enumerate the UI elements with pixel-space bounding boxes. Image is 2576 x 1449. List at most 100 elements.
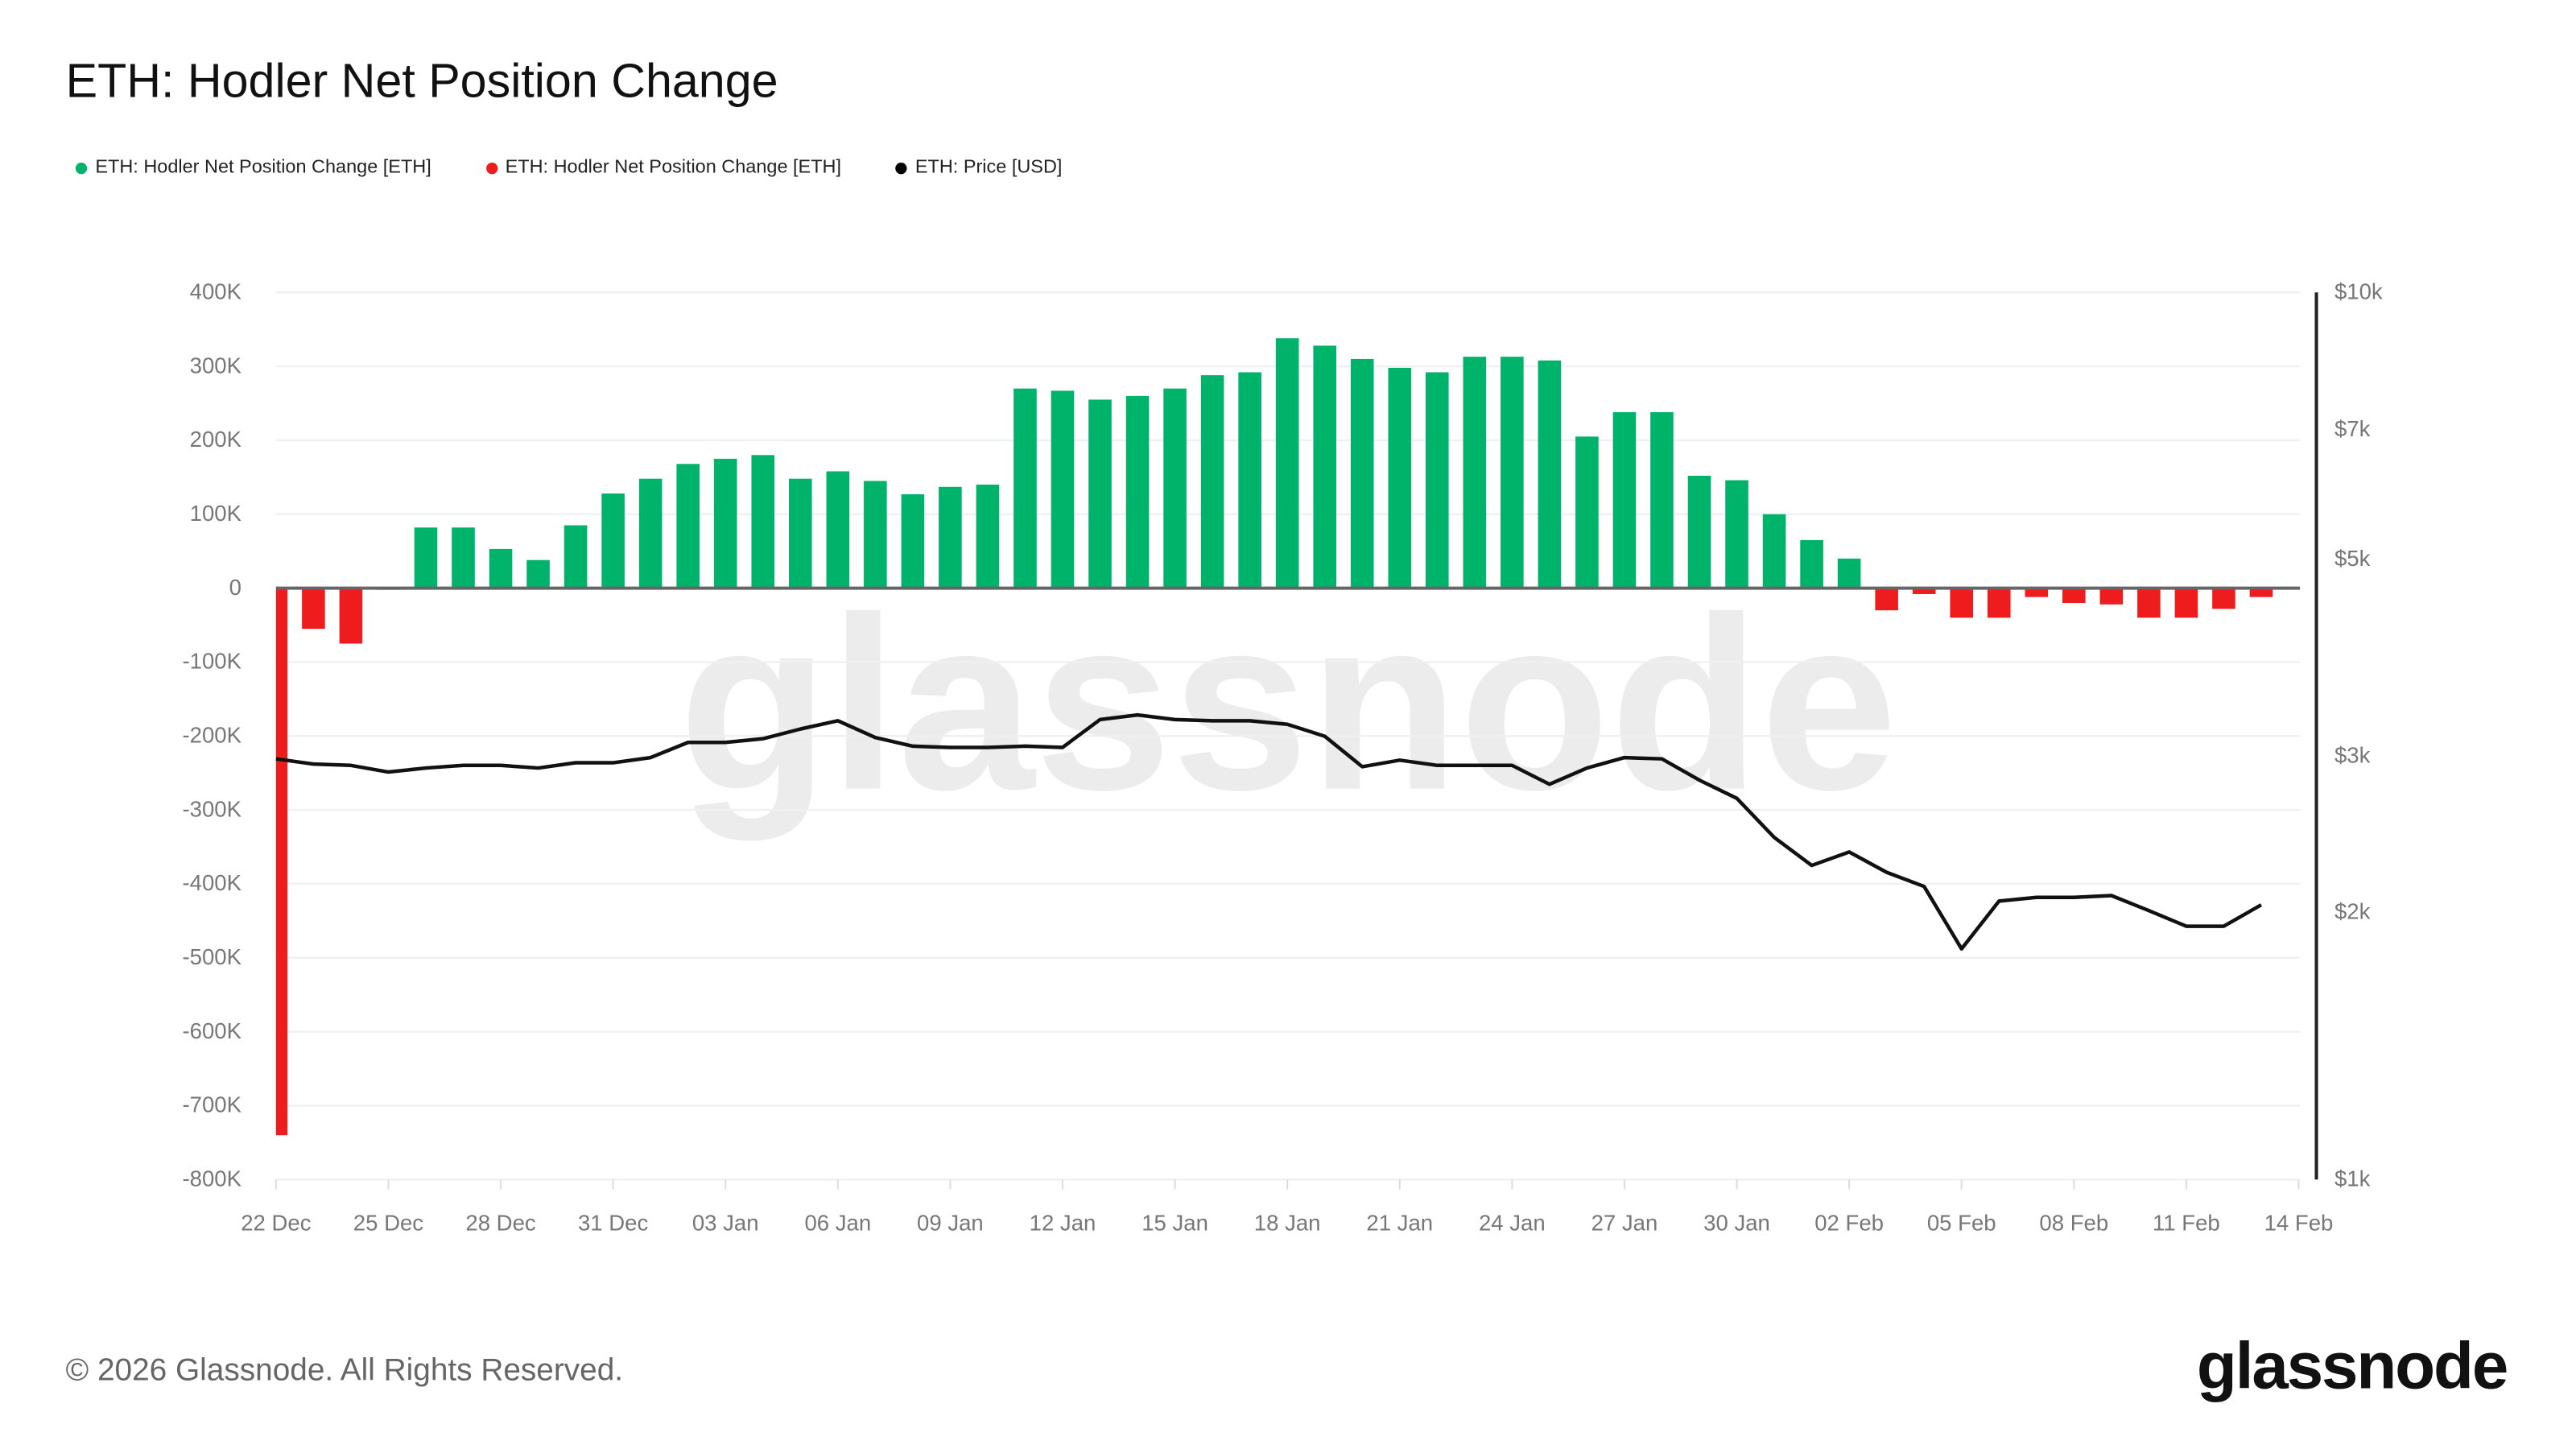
bar	[564, 525, 588, 588]
bar	[275, 588, 288, 1136]
y-left-tick-label: -100K	[182, 649, 242, 674]
bar	[1650, 412, 1674, 588]
bar	[1538, 360, 1562, 588]
bar	[1837, 558, 1861, 588]
bar	[1013, 388, 1037, 588]
bar	[1388, 367, 1412, 588]
bar	[713, 458, 737, 588]
bar	[1875, 588, 1898, 611]
copyright: © 2026 Glassnode. All Rights Reserved.	[65, 1353, 624, 1389]
bar	[1575, 436, 1599, 588]
bar	[2137, 588, 2161, 618]
x-tick-label: 02 Feb	[1814, 1211, 1884, 1236]
bar	[1912, 588, 1936, 594]
bar	[1275, 338, 1299, 588]
x-tick-label: 08 Feb	[2039, 1211, 2108, 1236]
y-right-tick-label: $2k	[2334, 899, 2371, 924]
x-tick-label: 15 Jan	[1141, 1211, 1208, 1236]
bar	[414, 527, 438, 588]
bar	[601, 493, 625, 588]
green-dot-icon	[75, 162, 88, 174]
bar	[2212, 588, 2235, 609]
watermark: glassnode	[679, 566, 1897, 843]
bar	[1800, 539, 1823, 588]
bar	[2025, 588, 2049, 597]
y-left-tick-label: -800K	[182, 1166, 242, 1191]
bar	[1725, 480, 1748, 588]
bar	[751, 455, 775, 588]
y-left-tick-label: 300K	[190, 353, 242, 378]
y-right-tick-label: $1k	[2334, 1166, 2371, 1191]
bar	[2174, 588, 2198, 618]
x-tick-label: 31 Dec	[578, 1211, 649, 1236]
x-tick-label: 25 Dec	[353, 1211, 424, 1236]
bar	[939, 486, 962, 588]
y-left-tick-label: -600K	[182, 1018, 242, 1043]
x-tick-label: 03 Jan	[692, 1211, 759, 1236]
y-left-tick-label: -500K	[182, 944, 242, 969]
y-right-tick-label: $3k	[2334, 743, 2371, 768]
x-tick-label: 21 Jan	[1366, 1211, 1433, 1236]
bar	[2249, 588, 2273, 597]
x-tick-label: 30 Jan	[1703, 1211, 1770, 1236]
y-left-tick-label: -300K	[182, 796, 242, 821]
bar	[526, 559, 550, 588]
legend-label: ETH: Hodler Net Position Change [ETH]	[505, 157, 842, 178]
y-left-tick-label: 100K	[190, 501, 242, 526]
bar	[1088, 399, 1112, 588]
glassnode-logo: glassnode	[2196, 1331, 2508, 1403]
bar	[1426, 372, 1449, 588]
bar	[1313, 345, 1336, 588]
bar	[489, 548, 513, 588]
price-line	[275, 712, 2263, 951]
bar	[638, 478, 663, 588]
legend-item-price[interactable]: ETH: Price [USD]	[895, 158, 1062, 177]
x-tick-label: 11 Feb	[2153, 1211, 2220, 1236]
y-left-tick-label: -700K	[182, 1092, 242, 1117]
bar	[1200, 375, 1224, 588]
x-tick-label: 12 Jan	[1030, 1211, 1096, 1236]
y-right-tick-label: $10k	[2334, 279, 2383, 303]
legend-label: ETH: Price [USD]	[914, 157, 1063, 178]
x-tick-label: 24 Jan	[1479, 1211, 1546, 1236]
y-left-tick-label: -200K	[182, 722, 242, 747]
bar	[1051, 390, 1075, 588]
bar	[826, 471, 850, 588]
x-tick-label: 09 Jan	[917, 1211, 984, 1236]
bar	[1501, 357, 1524, 588]
y-left-tick-label: 200K	[190, 427, 242, 452]
legend-item-inflow[interactable]: ETH: Hodler Net Position Change [ETH]	[75, 158, 431, 177]
bar	[788, 478, 812, 588]
bar	[1238, 372, 1261, 588]
y-left-tick-label: -400K	[182, 870, 242, 895]
y-right-tick-label: $5k	[2334, 546, 2371, 571]
legend: ETH: Hodler Net Position Change [ETH] ET…	[75, 158, 1062, 177]
x-tick-label: 27 Jan	[1591, 1211, 1658, 1236]
bar	[976, 485, 1000, 588]
bar	[339, 588, 363, 644]
bar	[901, 493, 925, 588]
bar	[1612, 412, 1637, 588]
bar	[1950, 588, 1974, 618]
legend-item-outflow[interactable]: ETH: Hodler Net Position Change [ETH]	[485, 158, 841, 177]
y-right-tick-label: $7k	[2334, 416, 2371, 441]
bar	[2062, 588, 2086, 603]
bar	[676, 464, 700, 588]
bar	[1163, 388, 1187, 588]
bar	[1762, 514, 1786, 588]
bar	[1125, 395, 1150, 588]
black-dot-icon	[895, 162, 907, 174]
bar	[1687, 476, 1711, 588]
x-tick-label: 05 Feb	[1927, 1211, 1996, 1236]
bar	[1987, 588, 2011, 618]
bar	[2099, 588, 2124, 605]
bar	[452, 527, 475, 588]
bar	[302, 588, 325, 630]
bar	[1463, 357, 1487, 588]
bar	[1350, 358, 1374, 588]
x-tick-label: 06 Jan	[804, 1211, 871, 1236]
red-dot-icon	[485, 162, 497, 174]
page-title: ETH: Hodler Net Position Change	[65, 56, 778, 109]
